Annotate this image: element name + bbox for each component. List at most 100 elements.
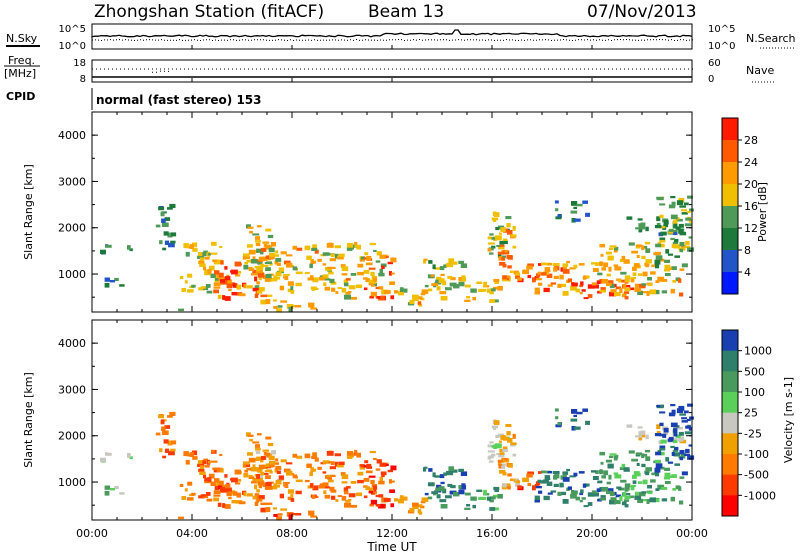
velocity-cell <box>660 451 665 456</box>
colorbar-tick-label: -1000 <box>744 489 776 502</box>
power-cell <box>501 257 506 261</box>
velocity-cell <box>670 496 675 502</box>
velocity-cell <box>571 426 576 431</box>
velocity-cell <box>562 475 567 480</box>
velocity-cell <box>496 434 502 438</box>
velocity-cell <box>283 481 290 484</box>
velocity-cell <box>191 492 196 496</box>
velocity-cell <box>237 479 242 482</box>
power-cell <box>184 280 188 284</box>
power-cell <box>631 250 638 254</box>
power-cell <box>646 261 650 266</box>
power-cell <box>685 217 691 221</box>
velocity-cell <box>267 442 274 447</box>
power-cell <box>328 271 334 275</box>
velocity-cell <box>446 470 454 476</box>
n-search-label: N.Search <box>746 32 796 45</box>
power-cell <box>255 240 261 243</box>
velocity-cell <box>224 484 231 489</box>
velocity-cell <box>266 502 273 505</box>
colorbar-segment <box>722 454 738 476</box>
power-cell <box>334 253 339 259</box>
velocity-cell <box>502 472 507 476</box>
power-cell <box>287 281 294 286</box>
velocity-cell <box>641 453 645 459</box>
power-cell <box>661 290 668 294</box>
velocity-cell <box>387 469 393 473</box>
power-cell <box>235 274 241 277</box>
velocity-cell <box>649 497 656 503</box>
power-cell <box>210 273 216 278</box>
velocity-cell <box>213 494 221 497</box>
velocity-cell <box>285 462 293 465</box>
velocity-cell <box>552 471 560 475</box>
power-cell <box>198 287 205 291</box>
power-cell <box>608 266 612 272</box>
power-cell <box>621 293 627 298</box>
velocity-cell <box>109 488 115 491</box>
power-cell <box>673 223 678 229</box>
power-cell <box>197 255 205 259</box>
velocity-cell <box>631 484 636 488</box>
x-tick-label: 00:00 <box>676 527 708 540</box>
power-cell <box>489 291 494 295</box>
velocity-cell <box>535 486 542 489</box>
velocity-cell <box>372 488 377 492</box>
velocity-cell <box>256 489 260 493</box>
n-search-tick-low: 10^0 <box>708 41 735 52</box>
power-cell <box>292 245 298 250</box>
power-cell <box>460 263 468 268</box>
power-cell <box>607 255 614 261</box>
power-cell <box>183 243 189 249</box>
power-cell <box>336 255 344 260</box>
velocity-cell <box>579 492 583 496</box>
velocity-cell <box>672 488 677 491</box>
power-cell <box>446 262 454 268</box>
cpid-label: CPID <box>6 90 35 103</box>
velocity-cell <box>273 484 281 488</box>
power-cell <box>620 271 627 275</box>
power-cell <box>368 282 373 286</box>
power-cell <box>350 273 357 276</box>
velocity-cell <box>326 451 334 456</box>
velocity-cell <box>381 473 385 478</box>
power-cell <box>562 267 567 272</box>
y-tick-label: 2000 <box>58 222 86 235</box>
power-cell <box>296 247 303 251</box>
power-cell <box>619 258 625 262</box>
power-cell <box>646 291 650 296</box>
velocity-cell <box>318 485 325 489</box>
velocity-cell <box>644 449 651 453</box>
power-cell <box>257 265 264 271</box>
power-cell <box>603 262 609 268</box>
velocity-cell <box>619 466 625 470</box>
colorbar-segment <box>722 474 738 496</box>
velocity-cell <box>486 496 492 501</box>
power-cell <box>263 244 268 248</box>
velocity-cell <box>622 492 627 497</box>
colorbar-tick-label: 8 <box>744 244 751 257</box>
power-cell <box>623 259 630 264</box>
velocity-cell <box>506 431 511 436</box>
power-cell <box>285 262 293 268</box>
velocity-cell <box>312 485 319 491</box>
power-cell <box>668 228 674 232</box>
power-cell <box>641 283 647 286</box>
velocity-cell <box>489 507 496 511</box>
velocity-cell <box>550 490 557 493</box>
velocity-cell <box>197 463 205 467</box>
velocity-cell <box>265 463 269 468</box>
power-cell <box>659 239 666 243</box>
velocity-cell <box>641 453 648 457</box>
velocity-cell <box>502 448 508 453</box>
velocity-cell <box>169 411 176 416</box>
power-cell <box>507 276 511 282</box>
power-cell <box>655 243 662 248</box>
power-cell <box>231 269 238 275</box>
velocity-cell <box>244 469 248 473</box>
velocity-cell <box>498 453 505 458</box>
power-cell <box>341 273 348 276</box>
power-cell <box>119 284 125 287</box>
velocity-cell <box>606 481 611 485</box>
velocity-cell <box>263 452 268 456</box>
